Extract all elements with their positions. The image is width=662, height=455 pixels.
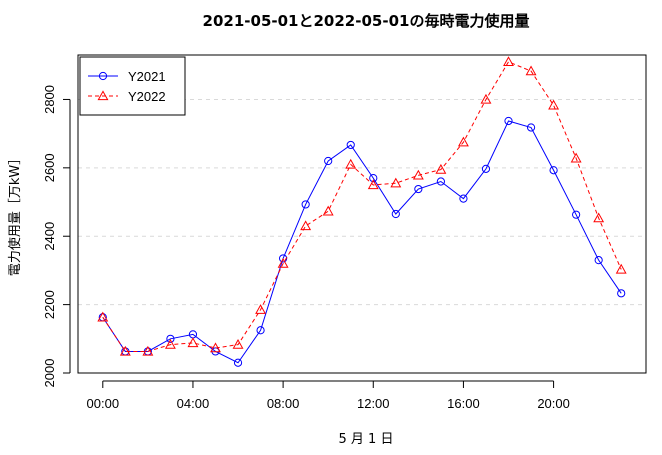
data-point-y2021 <box>391 209 400 219</box>
data-point-y2021 <box>459 194 468 203</box>
data-point-y2022 <box>570 152 582 163</box>
data-point-y2021 <box>369 173 378 183</box>
data-point-y2022 <box>615 263 627 274</box>
x-tick-label: 00:00 <box>87 396 120 411</box>
series-line-y2022 <box>102 61 622 352</box>
data-point-y2022 <box>119 345 131 356</box>
data-point-y2021 <box>549 166 558 175</box>
legend-label-y2021: Y2021 <box>128 69 166 84</box>
x-tick-label: 08:00 <box>267 396 300 411</box>
data-point-y2022 <box>503 56 514 67</box>
x-tick-label: 04:00 <box>177 396 210 411</box>
x-tick-label: 12:00 <box>357 396 390 411</box>
data-point-y2022 <box>232 338 244 349</box>
data-point-y2022 <box>164 338 176 349</box>
series-line-y2021 <box>102 120 622 364</box>
data-point-y2021 <box>504 116 513 126</box>
y-tick-label: 2200 <box>42 290 57 319</box>
legend-box <box>79 56 186 116</box>
data-point-y2021 <box>233 358 243 367</box>
x-tick-label: 20:00 <box>537 396 570 411</box>
legend: Y2021 Y2022 <box>79 56 186 116</box>
data-point-y2022 <box>277 257 289 268</box>
x-tick-label: 16:00 <box>447 396 480 411</box>
data-point-y2022 <box>480 93 492 104</box>
data-point-y2021 <box>436 177 445 186</box>
legend-label-y2022: Y2022 <box>128 89 166 104</box>
data-point-y2021 <box>572 210 581 219</box>
legend-marker-y2022 <box>97 90 109 101</box>
data-point-y2022 <box>525 65 537 76</box>
data-point-y2022 <box>345 158 357 169</box>
y-tick-label: 2400 <box>42 222 57 251</box>
data-point-y2021 <box>414 184 423 194</box>
series-layer <box>97 56 627 367</box>
data-point-y2021 <box>324 156 333 166</box>
series-y2021 <box>98 116 626 367</box>
data-point-y2022 <box>548 99 560 110</box>
axes: 00:00 04:00 08:00 12:00 16:00 20:00 2000 2200 24… <box>42 85 570 411</box>
data-point-y2021 <box>256 326 265 335</box>
data-point-y2021 <box>526 123 536 132</box>
data-point-y2022 <box>593 212 605 223</box>
data-point-y2022 <box>187 337 199 348</box>
data-point-y2021 <box>481 164 491 173</box>
y-tick-label: 2000 <box>42 359 57 388</box>
data-point-y2022 <box>255 304 267 314</box>
y-axis-label: 電力使用量［万kW］ <box>7 152 23 276</box>
data-point-y2022 <box>457 136 469 147</box>
data-point-y2021 <box>346 140 355 150</box>
data-point-y2021 <box>617 289 626 298</box>
data-point-y2022 <box>367 179 379 190</box>
y-tick-label: 2600 <box>42 153 57 182</box>
x-axis-label: 5 月 1 日 <box>339 432 394 447</box>
data-point-y2022 <box>300 220 312 231</box>
data-point-y2021 <box>166 334 175 343</box>
legend-marker-y2021 <box>98 71 108 81</box>
gridlines <box>78 98 646 374</box>
data-point-y2022 <box>435 163 447 174</box>
data-point-y2022 <box>97 311 109 322</box>
data-point-y2021 <box>301 200 310 209</box>
plot-frame <box>77 54 647 374</box>
data-point-y2022 <box>142 345 154 356</box>
data-point-y2022 <box>412 169 424 180</box>
data-point-y2022 <box>322 205 334 216</box>
series-y2022 <box>97 56 627 356</box>
chart-title: 2021-05-01と2022-05-01の毎時電力使用量 <box>203 12 530 30</box>
y-tick-label: 2800 <box>42 85 57 114</box>
data-point-y2022 <box>390 177 402 188</box>
data-point-y2022 <box>210 342 221 353</box>
data-point-y2021 <box>594 256 603 265</box>
